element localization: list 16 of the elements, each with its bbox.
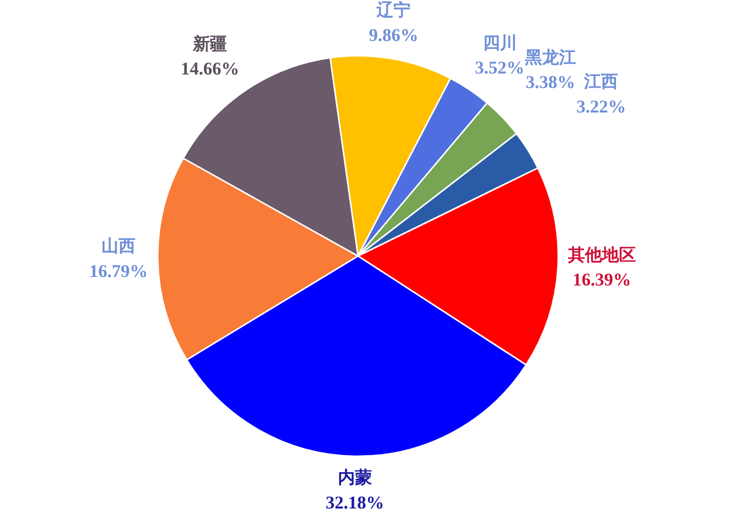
- slice-label: 江西: [583, 72, 618, 92]
- data-label: 9.86%: [368, 24, 418, 45]
- data-label: 16.79%: [89, 260, 148, 281]
- slice-label: 新疆: [192, 34, 227, 54]
- slice-label: 四川: [482, 33, 517, 54]
- data-label: 3.52%: [475, 58, 525, 78]
- data-label: 14.66%: [180, 58, 240, 79]
- slice-label: 黑龙江: [524, 48, 576, 68]
- slice-label: 内蒙: [338, 468, 372, 488]
- data-label: 3.22%: [576, 96, 626, 116]
- slice-label: 其他地区: [566, 246, 636, 266]
- data-label: 16.39%: [572, 270, 632, 290]
- data-label: 3.38%: [526, 72, 576, 92]
- slice-label: 山西: [102, 236, 136, 257]
- data-label: 32.18%: [326, 492, 384, 512]
- slice-label: 辽宁: [376, 0, 411, 21]
